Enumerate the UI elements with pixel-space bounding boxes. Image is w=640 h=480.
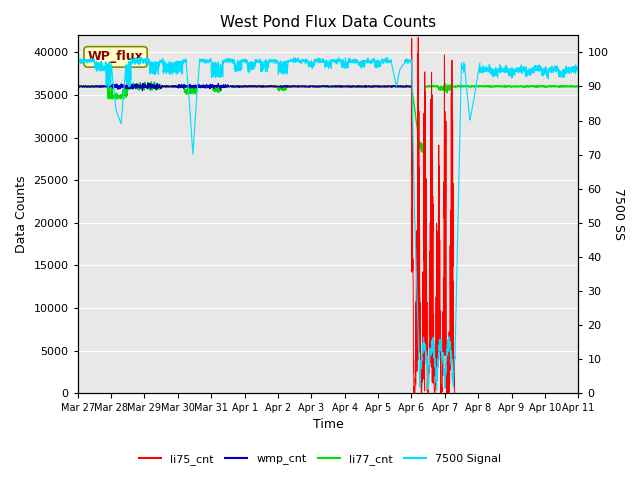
- li77_cnt: [511, 84, 518, 90]
- li75_cnt: [161, 84, 168, 89]
- 7500 Signal: [433, 387, 440, 393]
- 7500 Signal: [565, 66, 573, 72]
- li77_cnt: [419, 150, 426, 156]
- X-axis label: Time: Time: [312, 419, 344, 432]
- li77_cnt: [266, 83, 274, 89]
- Y-axis label: Data Counts: Data Counts: [15, 176, 28, 253]
- 7500 Signal: [161, 59, 168, 65]
- li77_cnt: [575, 84, 582, 90]
- Text: WP_flux: WP_flux: [88, 50, 143, 63]
- li75_cnt: [74, 84, 81, 89]
- 7500 Signal: [511, 72, 518, 77]
- Y-axis label: 7500 SS: 7500 SS: [612, 188, 625, 240]
- wmp_cnt: [131, 82, 139, 88]
- 7500 Signal: [288, 58, 296, 64]
- 7500 Signal: [131, 60, 139, 66]
- wmp_cnt: [161, 83, 168, 89]
- wmp_cnt: [74, 84, 81, 89]
- Line: 7500 Signal: 7500 Signal: [77, 57, 579, 390]
- 7500 Signal: [266, 59, 274, 64]
- Legend: li75_cnt, wmp_cnt, li77_cnt, 7500 Signal: li75_cnt, wmp_cnt, li77_cnt, 7500 Signal: [135, 450, 505, 469]
- li77_cnt: [565, 84, 573, 90]
- li75_cnt: [266, 84, 273, 89]
- Line: li77_cnt: li77_cnt: [77, 82, 579, 153]
- Line: wmp_cnt: wmp_cnt: [77, 83, 412, 91]
- wmp_cnt: [287, 84, 295, 90]
- Line: li75_cnt: li75_cnt: [77, 37, 455, 393]
- li77_cnt: [161, 84, 168, 89]
- li75_cnt: [131, 84, 139, 89]
- li77_cnt: [147, 79, 155, 84]
- 7500 Signal: [575, 69, 582, 74]
- li75_cnt: [287, 83, 295, 89]
- li77_cnt: [74, 84, 81, 90]
- wmp_cnt: [266, 83, 273, 89]
- 7500 Signal: [74, 58, 81, 63]
- 7500 Signal: [138, 54, 145, 60]
- Title: West Pond Flux Data Counts: West Pond Flux Data Counts: [220, 15, 436, 30]
- li77_cnt: [131, 84, 139, 89]
- li77_cnt: [288, 84, 296, 89]
